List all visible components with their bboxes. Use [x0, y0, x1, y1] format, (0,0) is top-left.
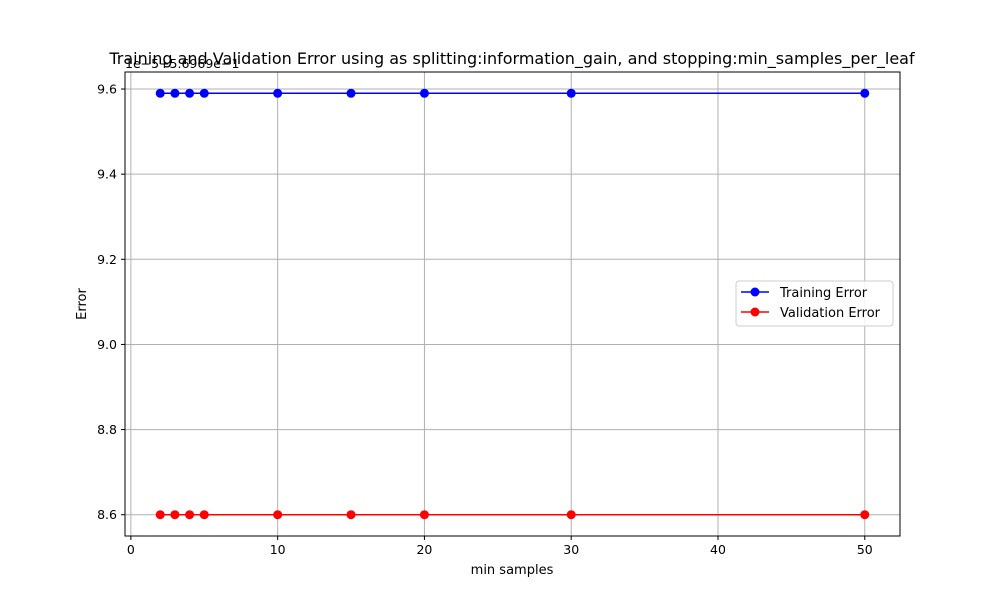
- data-point-training: [199, 88, 209, 98]
- x-tick-label: 20: [416, 542, 432, 557]
- data-point-training: [419, 88, 429, 98]
- plot-frame: [124, 71, 901, 537]
- x-tick-label: 50: [857, 542, 873, 557]
- data-point-training: [273, 88, 283, 98]
- x-axis-label: min samples: [471, 563, 554, 578]
- legend-marker-training: [750, 287, 760, 297]
- data-point-validation: [273, 510, 283, 520]
- data-point-validation: [170, 510, 180, 520]
- chart-title: Training and Validation Error using as s…: [108, 49, 915, 69]
- data-point-training: [566, 88, 576, 98]
- y-tick-label: 8.6: [97, 507, 117, 522]
- data-point-training: [170, 88, 180, 98]
- x-tick-label: 10: [270, 542, 286, 557]
- x-tick-label: 0: [127, 542, 135, 557]
- data-point-validation: [346, 510, 356, 520]
- x-axis-ticks: 0 10 20 30 40 50: [127, 536, 873, 557]
- x-tick-label: 40: [710, 542, 726, 557]
- y-tick-label: 9.2: [97, 252, 117, 267]
- legend-label-validation: Validation Error: [780, 306, 881, 321]
- y-tick-label: 8.8: [97, 422, 117, 437]
- data-point-training: [185, 88, 195, 98]
- y-offset-text: 1e−5+5.6969e−1: [125, 56, 239, 71]
- x-tick-label: 30: [563, 542, 579, 557]
- data-point-validation: [155, 510, 165, 520]
- legend-label-training: Training Error: [779, 286, 868, 301]
- data-point-validation: [566, 510, 576, 520]
- data-point-validation: [199, 510, 209, 520]
- data-point-validation: [860, 510, 870, 520]
- y-tick-label: 9.0: [97, 337, 117, 352]
- y-axis-label: Error: [75, 288, 90, 320]
- legend: Training Error Validation Error: [735, 280, 894, 327]
- data-point-validation: [419, 510, 429, 520]
- data-point-training: [155, 88, 165, 98]
- y-tick-label: 9.4: [97, 167, 117, 182]
- legend-box: [735, 280, 894, 327]
- legend-marker-validation: [750, 307, 760, 317]
- data-point-validation: [185, 510, 195, 520]
- y-tick-label: 9.6: [97, 82, 117, 97]
- data-point-training: [346, 88, 356, 98]
- y-axis-ticks: 8.6 8.8 9.0 9.2 9.4 9.6: [97, 82, 125, 522]
- series-layer: [155, 88, 870, 520]
- data-point-training: [860, 88, 870, 98]
